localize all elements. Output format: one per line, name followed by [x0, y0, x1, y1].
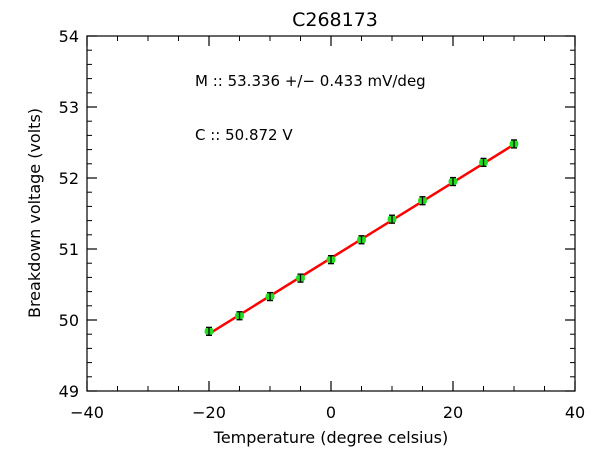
- slope-annotation: M :: 53.336 +/− 0.433 mV/deg: [195, 72, 426, 90]
- y-tick-label: 49: [59, 382, 79, 401]
- x-tick-label: 20: [443, 403, 463, 422]
- y-tick-label: 52: [59, 169, 79, 188]
- x-tick-label: 0: [326, 403, 336, 422]
- axis-ticks: [86, 35, 576, 392]
- axis-tick-labels: −40 −20 0 20 40 49 50 51 52 53 54: [59, 27, 586, 422]
- y-tick-label: 54: [59, 27, 79, 46]
- intercept-annotation: C :: 50.872 V: [195, 126, 293, 144]
- x-tick-label: −20: [192, 403, 226, 422]
- y-axis-label: Breakdown voltage (volts): [25, 108, 44, 318]
- chart-title: C268173: [292, 9, 378, 31]
- y-tick-label: 51: [59, 240, 79, 259]
- data-points: [204, 139, 519, 337]
- x-axis-label: Temperature (degree celsius): [213, 428, 448, 447]
- y-tick-label: 53: [59, 98, 79, 117]
- x-tick-label: 40: [565, 403, 585, 422]
- x-tick-label: −40: [70, 403, 104, 422]
- y-tick-label: 50: [59, 311, 79, 330]
